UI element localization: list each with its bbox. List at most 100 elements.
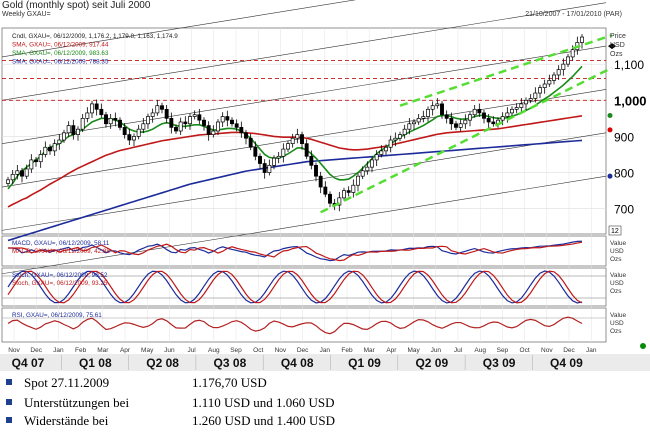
candle-body: [477, 108, 482, 114]
candle-body: [314, 164, 318, 177]
candle-body: [80, 118, 85, 130]
candle-body: [440, 103, 444, 116]
candle-body: [122, 127, 127, 135]
x-quarter-label: Q3 08: [214, 356, 247, 370]
x-month-label: Jan: [320, 347, 331, 354]
bullet-icon: [6, 399, 12, 405]
candle-body: [295, 134, 300, 139]
sma-mid-marker: [607, 127, 613, 133]
candle-body: [85, 112, 90, 119]
candle-body: [10, 174, 15, 181]
bullet-icon: [6, 379, 12, 385]
candle-body: [533, 92, 538, 99]
candle-body: [225, 116, 230, 121]
candle-body: [342, 190, 346, 199]
indicator-legend: RSI, GXAU=, 06/12/2009, 75.61: [12, 312, 102, 319]
candle-body: [398, 134, 402, 139]
x-month-label: Apr: [386, 347, 397, 354]
x-month-label: Dec: [563, 347, 575, 354]
candle-body: [216, 121, 220, 132]
candle-body: [253, 146, 258, 157]
candle-body: [244, 132, 248, 139]
candle-body: [449, 118, 454, 125]
channel-line: [1, 2, 607, 101]
candle-body: [57, 139, 62, 144]
y-axis-title: USD: [610, 42, 625, 49]
candle-body: [281, 148, 286, 157]
candle-body: [500, 116, 505, 121]
date-range: 21/10/2007 - 17/01/2010 (PAR): [525, 11, 622, 18]
candle-body: [160, 105, 164, 110]
candle-body: [38, 154, 43, 163]
x-month-label: Nov: [8, 347, 20, 354]
info-panel: Spot 27.11.2009 1.176,70 USD Unterstützu…: [0, 372, 650, 432]
last-price-marker: [608, 43, 616, 50]
macd-line-2: [8, 241, 583, 262]
indicator-axis-label: Ozs: [610, 328, 622, 335]
candle-body: [24, 168, 29, 177]
candle-body: [491, 121, 496, 125]
candle-body: [356, 175, 360, 186]
candle-body: [108, 118, 113, 125]
x-month-label: Oct: [253, 347, 263, 354]
indicator-axis-label: USD: [610, 280, 624, 287]
candle-body: [104, 114, 108, 125]
candle-body: [482, 112, 486, 119]
macd-line-1: [8, 240, 583, 262]
y-tick-label: 800: [614, 167, 634, 181]
y-tick-label: 900: [614, 130, 634, 144]
indicator-axis-label: Value: [610, 272, 627, 279]
candle-body: [276, 155, 281, 159]
x-month-label: Jul: [454, 347, 463, 354]
candle-body: [519, 103, 524, 108]
candle-body: [528, 98, 533, 101]
indicator-axis-label: Ozs: [610, 288, 622, 295]
candle-body: [365, 166, 370, 172]
candle-body: [552, 74, 556, 81]
candle-body: [426, 108, 430, 117]
candle-body: [206, 125, 211, 135]
candle-body: [412, 121, 416, 125]
stoch-line-2: [7, 270, 583, 304]
candle-body: [169, 118, 174, 128]
candle-body: [136, 128, 141, 137]
candle-body: [29, 159, 34, 170]
candle-body: [202, 119, 206, 126]
candle-body: [547, 80, 552, 85]
candle-body: [234, 123, 239, 128]
x-month-label: Dec: [30, 347, 42, 354]
chart-subheader: Weekly GXAU=: [2, 11, 51, 18]
candle-body: [71, 125, 76, 135]
y-tick-label: 1,000: [614, 93, 647, 108]
candle-body: [20, 170, 24, 177]
candle-body: [192, 114, 197, 117]
x-month-label: Sep: [497, 347, 509, 354]
candle-body: [337, 197, 342, 206]
info-row-spot: Spot 27.11.2009 1.176,70 USD: [0, 374, 650, 392]
sma-long-marker: [607, 173, 613, 179]
x-month-label: Feb: [341, 347, 353, 354]
candle-body: [15, 170, 20, 175]
x-month-label: May: [141, 347, 154, 354]
candle-body: [570, 49, 575, 58]
x-quarter-label: Q4 09: [550, 356, 583, 370]
candle-body: [48, 146, 52, 152]
channel-line: [1, 45, 607, 144]
candle-body: [99, 108, 104, 116]
candle-body: [566, 56, 570, 65]
panel-badge: [608, 225, 622, 236]
candle-body: [34, 159, 38, 163]
candle-body: [472, 108, 477, 116]
candle-body: [272, 157, 276, 166]
candle-body: [454, 123, 458, 128]
indicator-axis-label: Ozs: [610, 256, 622, 263]
indicator-legend: MACD, GXAU=, 06/12/2009, 58.11: [12, 240, 110, 247]
candle-body: [94, 103, 99, 110]
x-month-label: Aug: [474, 347, 486, 354]
candle-body: [164, 108, 169, 119]
x-month-label: Jun: [431, 347, 442, 354]
x-month-label: Mar: [364, 347, 376, 354]
candle-body: [76, 128, 80, 135]
candle-body: [66, 125, 71, 134]
